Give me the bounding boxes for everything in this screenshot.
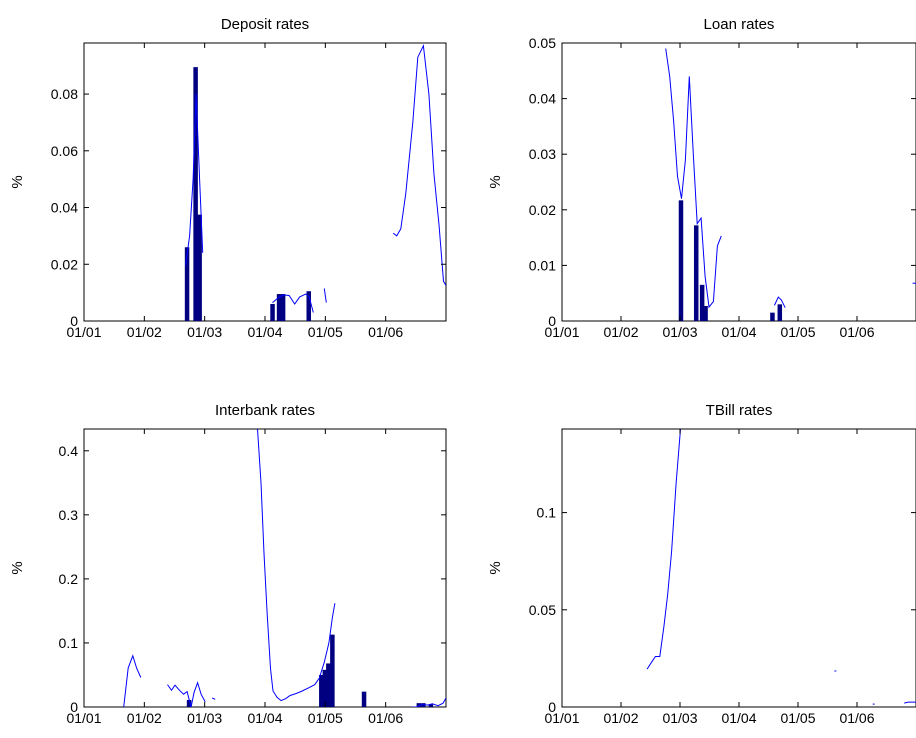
y-tick-label: 0.01 bbox=[529, 257, 556, 273]
y-tick-label: 0 bbox=[548, 699, 556, 715]
x-tick-jan03-label: 01/03 bbox=[662, 710, 697, 726]
plot-area-frame bbox=[561, 42, 916, 322]
plot-area-frame bbox=[83, 42, 447, 322]
y-tick-label: 0 bbox=[70, 699, 78, 715]
bar-mark bbox=[319, 674, 324, 707]
rate-line bbox=[412, 697, 446, 707]
plot-area bbox=[123, 429, 446, 707]
x-tick-jan01-label: 01/01 bbox=[66, 710, 101, 726]
rate-line bbox=[646, 429, 681, 670]
chart-title: TBill rates bbox=[706, 402, 773, 419]
chart-panel: 01/01 01/02 01/03 01/04 01/05 01/06 0 0.02 0.04 0… bbox=[9, 16, 447, 340]
bar-mark bbox=[306, 291, 311, 321]
y-axis-label: % bbox=[9, 561, 26, 574]
x-tick-jan05-label: 01/05 bbox=[308, 710, 343, 726]
y-axis-label: % bbox=[487, 561, 504, 574]
x-tick-jan03-label: 01/03 bbox=[662, 324, 697, 340]
x-tick-jan01-label: 01/01 bbox=[66, 324, 101, 340]
x-tick-jan01-label: 01/01 bbox=[544, 324, 579, 340]
plot-area bbox=[184, 44, 446, 321]
bar-mark bbox=[280, 294, 286, 321]
plot-area bbox=[646, 429, 916, 705]
bar-mark bbox=[184, 247, 190, 321]
chart-title: Deposit rates bbox=[221, 16, 309, 33]
rate-line bbox=[773, 296, 786, 308]
y-tick-label: 0 bbox=[548, 313, 556, 329]
bar-mark bbox=[770, 312, 775, 321]
bar-mark bbox=[276, 294, 282, 321]
chart-panel: 01/01 01/02 01/03 01/04 01/05 01/06 0 0.1 0.2 0.3… bbox=[9, 402, 447, 726]
bar-mark bbox=[270, 303, 275, 321]
x-tick-jan05-label: 01/05 bbox=[308, 324, 343, 340]
x-tick-jan04-label: 01/04 bbox=[721, 324, 756, 340]
x-tick-jan02-label: 01/02 bbox=[127, 324, 162, 340]
x-tick-jan04-label: 01/04 bbox=[247, 324, 282, 340]
rate-line bbox=[272, 293, 314, 313]
y-tick-label: 0.1 bbox=[537, 505, 557, 521]
x-tick-jan05-label: 01/05 bbox=[780, 710, 815, 726]
x-tick-jan03-label: 01/03 bbox=[187, 324, 222, 340]
bar-mark bbox=[361, 691, 367, 707]
y-tick-label: 0.06 bbox=[51, 143, 78, 159]
bar-mark bbox=[330, 634, 335, 707]
x-tick-jan06-label: 01/06 bbox=[368, 710, 403, 726]
x-tick-jan06-label: 01/06 bbox=[839, 324, 874, 340]
chart-title: Interbank rates bbox=[215, 402, 315, 419]
rate-line bbox=[323, 288, 327, 303]
x-tick-jan06-label: 01/06 bbox=[368, 324, 403, 340]
y-tick-label: 0.02 bbox=[51, 256, 78, 272]
y-axis-label: % bbox=[9, 175, 26, 188]
rate-line bbox=[904, 701, 916, 704]
bar-mark bbox=[777, 304, 783, 321]
rate-line bbox=[257, 429, 336, 702]
y-tick-label: 0.02 bbox=[529, 202, 556, 218]
x-tick-jan04-label: 01/04 bbox=[721, 710, 756, 726]
bar-mark bbox=[186, 699, 192, 707]
y-tick-label: 0 bbox=[70, 313, 78, 329]
bar-mark bbox=[193, 67, 198, 321]
x-tick-jan06-label: 01/06 bbox=[839, 710, 874, 726]
x-tick-jan01-label: 01/01 bbox=[544, 710, 579, 726]
bar-mark bbox=[322, 669, 328, 707]
chart-panel: 01/01 01/02 01/03 01/04 01/05 01/06 0 0.05 0.1 TB… bbox=[487, 402, 916, 726]
y-axis-label: % bbox=[487, 175, 504, 188]
rate-line bbox=[212, 697, 216, 700]
bar-mark bbox=[428, 704, 434, 707]
bar-mark bbox=[699, 284, 705, 321]
bar-mark bbox=[678, 200, 684, 321]
bar-mark bbox=[326, 663, 331, 707]
rate-line bbox=[392, 44, 446, 286]
y-tick-label: 0.04 bbox=[529, 91, 556, 107]
y-tick-label: 0.05 bbox=[529, 35, 556, 51]
chart-panel: 01/01 01/02 01/03 01/04 01/05 01/06 0 0.01 0.02 0… bbox=[487, 16, 916, 340]
rate-line bbox=[123, 654, 142, 707]
x-tick-jan02-label: 01/02 bbox=[603, 324, 638, 340]
x-tick-jan04-label: 01/04 bbox=[247, 710, 282, 726]
y-tick-label: 0.3 bbox=[59, 507, 79, 523]
bar-mark bbox=[703, 305, 708, 321]
plot-area bbox=[665, 48, 916, 321]
x-tick-jan02-label: 01/02 bbox=[603, 710, 638, 726]
y-tick-label: 0.4 bbox=[59, 443, 79, 459]
rate-line bbox=[167, 681, 206, 707]
plot-area-frame bbox=[561, 428, 916, 708]
y-tick-label: 0.05 bbox=[529, 602, 556, 618]
bar-mark bbox=[693, 225, 699, 321]
y-tick-label: 0.1 bbox=[59, 635, 79, 651]
x-tick-jan05-label: 01/05 bbox=[780, 324, 815, 340]
y-tick-label: 0.04 bbox=[51, 200, 78, 216]
rate-line bbox=[665, 48, 722, 309]
x-tick-jan02-label: 01/02 bbox=[127, 710, 162, 726]
y-tick-label: 0.03 bbox=[529, 146, 556, 162]
x-tick-jan03-label: 01/03 bbox=[187, 710, 222, 726]
bar-mark bbox=[197, 214, 202, 321]
y-tick-label: 0.2 bbox=[59, 571, 79, 587]
y-tick-label: 0.08 bbox=[51, 86, 78, 102]
rate-line bbox=[185, 94, 204, 266]
bar-mark bbox=[416, 703, 422, 707]
chart-title: Loan rates bbox=[704, 16, 775, 33]
